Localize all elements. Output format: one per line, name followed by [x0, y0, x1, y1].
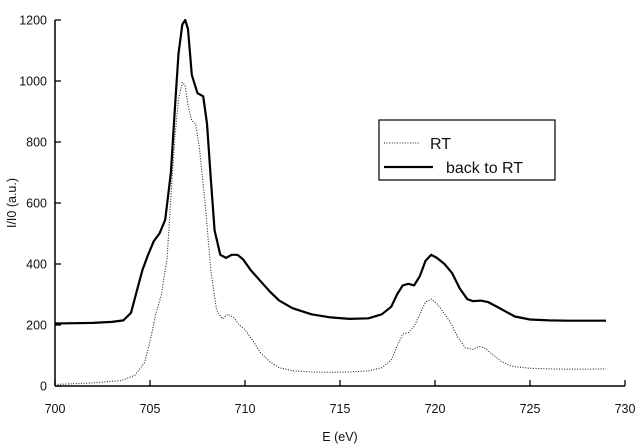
axes-frame [55, 20, 625, 386]
x-tick-label: 720 [425, 402, 446, 416]
legend: RT back to RT [379, 120, 555, 180]
x-tick-label: 730 [615, 402, 636, 416]
x-axis-title: E (eV) [322, 430, 357, 444]
x-tick-label: 710 [235, 402, 256, 416]
legend-label-rt: RT [430, 136, 451, 153]
y-tick-label: 1000 [19, 75, 47, 89]
y-tick-label: 1200 [19, 14, 47, 28]
y-tick-label: 200 [26, 319, 47, 333]
y-tick-label: 600 [26, 197, 47, 211]
x-tick-label: 705 [140, 402, 161, 416]
y-tick-label: 0 [40, 380, 47, 394]
legend-label-back-to-rt: back to RT [446, 160, 523, 177]
y-tick-label: 800 [26, 136, 47, 150]
x-tick-label: 725 [520, 402, 541, 416]
x-tick-label: 715 [330, 402, 351, 416]
y-axis-title: I/I0 (a.u.) [5, 178, 19, 228]
x-tick-label: 700 [45, 402, 66, 416]
series-layer [55, 20, 606, 385]
y-tick-label: 400 [26, 258, 47, 272]
